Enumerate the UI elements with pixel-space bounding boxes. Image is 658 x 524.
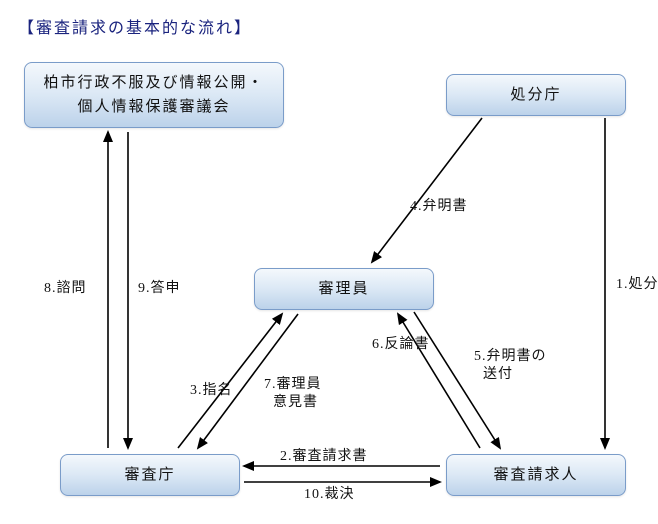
node-council-line2: 個人情報保護審議会 — [77, 95, 230, 119]
edge-label-2: 2.審査請求書 — [280, 448, 368, 466]
node-claimant: 審査請求人 — [446, 454, 626, 496]
node-council: 柏市行政不服及び情報公開・ 個人情報保護審議会 — [24, 62, 284, 128]
node-agency-label: 審査庁 — [124, 463, 175, 487]
edge-label-3: 3.指名 — [190, 382, 233, 400]
node-agency: 審査庁 — [60, 454, 240, 496]
edge-label-7: 7.審理員 意見書 — [264, 376, 322, 412]
node-examiner: 審理員 — [254, 268, 434, 310]
node-claimant-label: 審査請求人 — [493, 463, 578, 487]
edge-label-10: 10.裁決 — [304, 486, 355, 504]
arrow-a6_claimant_to_examiner — [398, 314, 480, 448]
node-disposer-label: 処分庁 — [510, 83, 561, 107]
edge-label-6: 6.反論書 — [372, 336, 430, 354]
edge-label-1: 1.処分 — [616, 276, 658, 294]
edge-label-5: 5.弁明書の 送付 — [474, 348, 547, 384]
node-council-line1: 柏市行政不服及び情報公開・ — [43, 71, 264, 95]
node-examiner-label: 審理員 — [318, 277, 369, 301]
arrow-a4_disposer_to_examiner — [372, 118, 482, 262]
edge-label-8: 8.諮問 — [44, 280, 87, 298]
edge-label-4: 4.弁明書 — [410, 198, 468, 216]
diagram-title: 【審査請求の基本的な流れ】 — [18, 14, 252, 38]
edge-label-9: 9.答申 — [138, 280, 181, 298]
node-disposer: 処分庁 — [446, 74, 626, 116]
